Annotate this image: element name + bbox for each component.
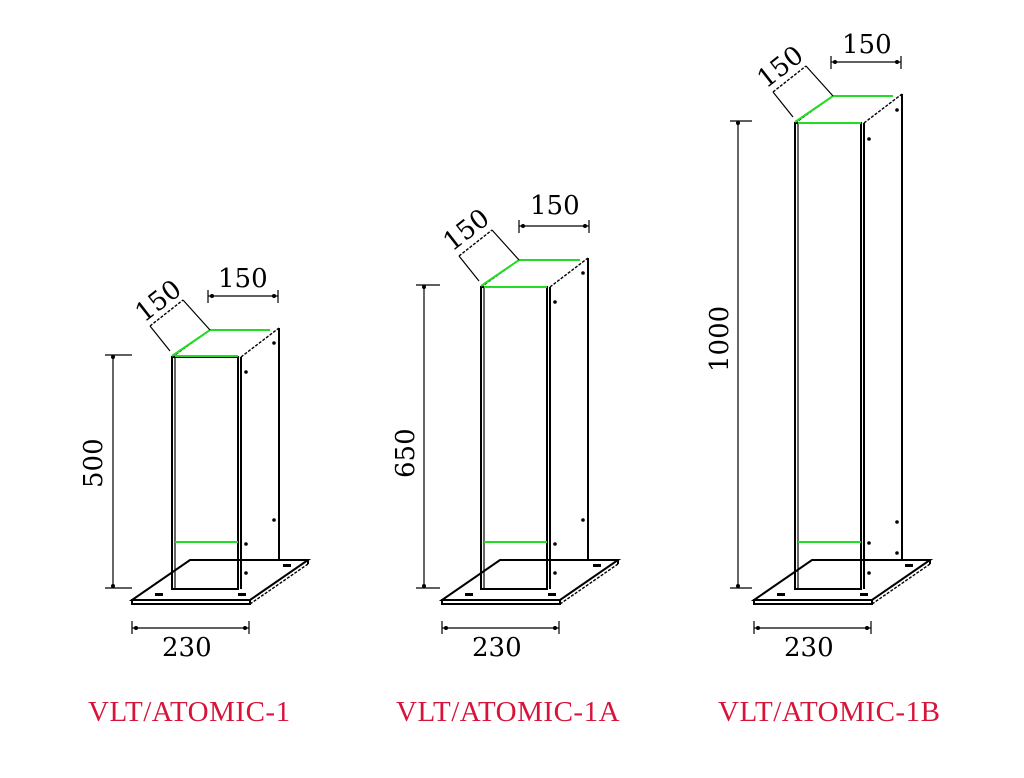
bollard-atomic-1: 500 150 150 230 VLT/ATOMIC-1 xyxy=(79,264,312,728)
height-label: 1000 xyxy=(705,306,735,372)
depth-label: 150 xyxy=(438,203,496,257)
bollard-atomic-1b: 1000 150 150 230 VLT/ATOMIC-1B xyxy=(705,30,940,728)
product-title: VLT/ATOMIC-1B xyxy=(718,696,940,728)
top-width-label: 150 xyxy=(530,191,580,221)
product-title: VLT/ATOMIC-1A xyxy=(396,696,620,728)
dimension-top-width: 150 xyxy=(207,264,279,303)
post-body xyxy=(480,257,589,590)
dimension-depth: 150 xyxy=(130,274,211,352)
dimension-top-width: 150 xyxy=(518,191,590,233)
dimension-top-width: 150 xyxy=(830,30,902,69)
dimension-height: 650 xyxy=(391,284,440,589)
depth-label: 150 xyxy=(752,40,810,94)
base-width-label: 230 xyxy=(162,633,212,663)
height-label: 500 xyxy=(79,438,109,488)
base-width-label: 230 xyxy=(472,633,522,663)
post-body xyxy=(171,327,280,590)
bollard-atomic-1a: 650 150 150 230 VLT/ATOMIC-1A xyxy=(391,191,622,728)
post-body xyxy=(794,93,903,590)
product-title: VLT/ATOMIC-1 xyxy=(88,696,291,728)
base-plate xyxy=(128,559,312,605)
top-edge-highlight xyxy=(171,329,270,357)
dimension-base-width: 230 xyxy=(441,621,560,663)
top-width-label: 150 xyxy=(218,264,268,294)
depth-label: 150 xyxy=(130,274,188,328)
dimension-height: 1000 xyxy=(705,120,752,589)
base-plate xyxy=(438,559,622,605)
base-width-label: 230 xyxy=(784,633,834,663)
base-plate xyxy=(750,559,934,605)
top-edge-highlight xyxy=(480,259,580,287)
dimension-base-width: 230 xyxy=(753,621,872,663)
top-width-label: 150 xyxy=(842,30,892,60)
height-label: 650 xyxy=(391,428,421,478)
dimension-height: 500 xyxy=(79,354,132,589)
dimension-base-width: 230 xyxy=(131,621,250,663)
top-edge-highlight xyxy=(794,95,893,123)
